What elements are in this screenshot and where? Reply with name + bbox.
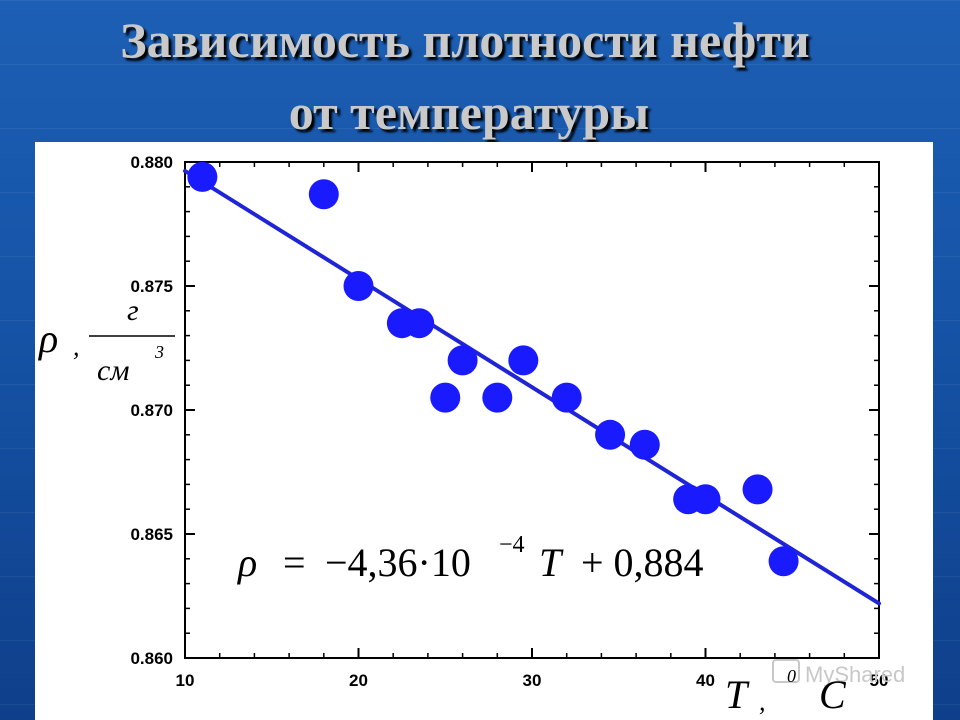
axis-ticks [184,161,880,659]
y-label-symbol: ρ [37,316,58,361]
data-point [768,546,799,577]
chart-panel: 0.880 0.875 0.870 0.865 0.860 10 20 30 40 50 ρ , … [35,142,933,720]
y-label-unit-den: см [97,354,129,387]
x-axis-label: T , 0 C [725,666,847,717]
x-tick-label: 10 [176,671,195,690]
data-point [308,179,339,210]
data-point [595,419,626,450]
slide-title: Зависимость плотности нефти от температу… [0,4,930,148]
x-tick-label: 20 [349,671,368,690]
watermark-logo-icon [772,659,800,683]
x-label-degree: 0 [787,666,796,686]
y-tick-label: 0.875 [130,277,173,296]
x-label-unit: C [819,672,847,717]
y-tick-label: 0.860 [130,649,173,668]
eq-variable: T [539,540,564,585]
data-point [187,161,218,192]
y-label-unit-num: г [127,294,139,327]
data-point [629,429,660,460]
x-tick-label: 40 [696,671,715,690]
fit-line-group [183,168,881,606]
x-label-symbol: T [725,672,750,717]
eq-coefficient: −4,36·10 [325,540,471,585]
eq-lhs: ρ [236,540,257,585]
y-tick-label: 0.880 [130,153,173,172]
data-point [482,382,513,413]
title-line-1: Зависимость плотности нефти [120,12,810,68]
data-point [742,474,773,505]
y-tick-label: 0.865 [130,525,173,544]
data-point [551,382,582,413]
data-point [430,382,461,413]
eq-sign: = [283,540,306,585]
data-point [690,484,721,515]
y-axis-label: ρ , г см 3 [37,294,175,387]
watermark: MyShared [772,659,905,687]
regression-equation: ρ = −4,36·10 −4 T + 0,884 [236,532,704,585]
x-tick-label: 30 [523,671,542,690]
y-label-unit-exp: 3 [154,342,164,362]
eq-rest: + 0,884 [581,540,704,585]
y-tick-label: 0.870 [130,401,173,420]
data-point [447,345,478,376]
data-point [508,345,539,376]
eq-exponent: −4 [499,532,525,558]
data-point [404,308,435,339]
fit-line [183,168,881,606]
watermark-text: MyShared [805,662,905,687]
data-points [187,161,799,577]
y-label-sep: , [73,332,80,361]
data-point [343,271,374,301]
x-tick-label: 50 [870,671,889,690]
title-line-2: от температуры [288,84,650,140]
x-label-sep: , [759,687,766,716]
